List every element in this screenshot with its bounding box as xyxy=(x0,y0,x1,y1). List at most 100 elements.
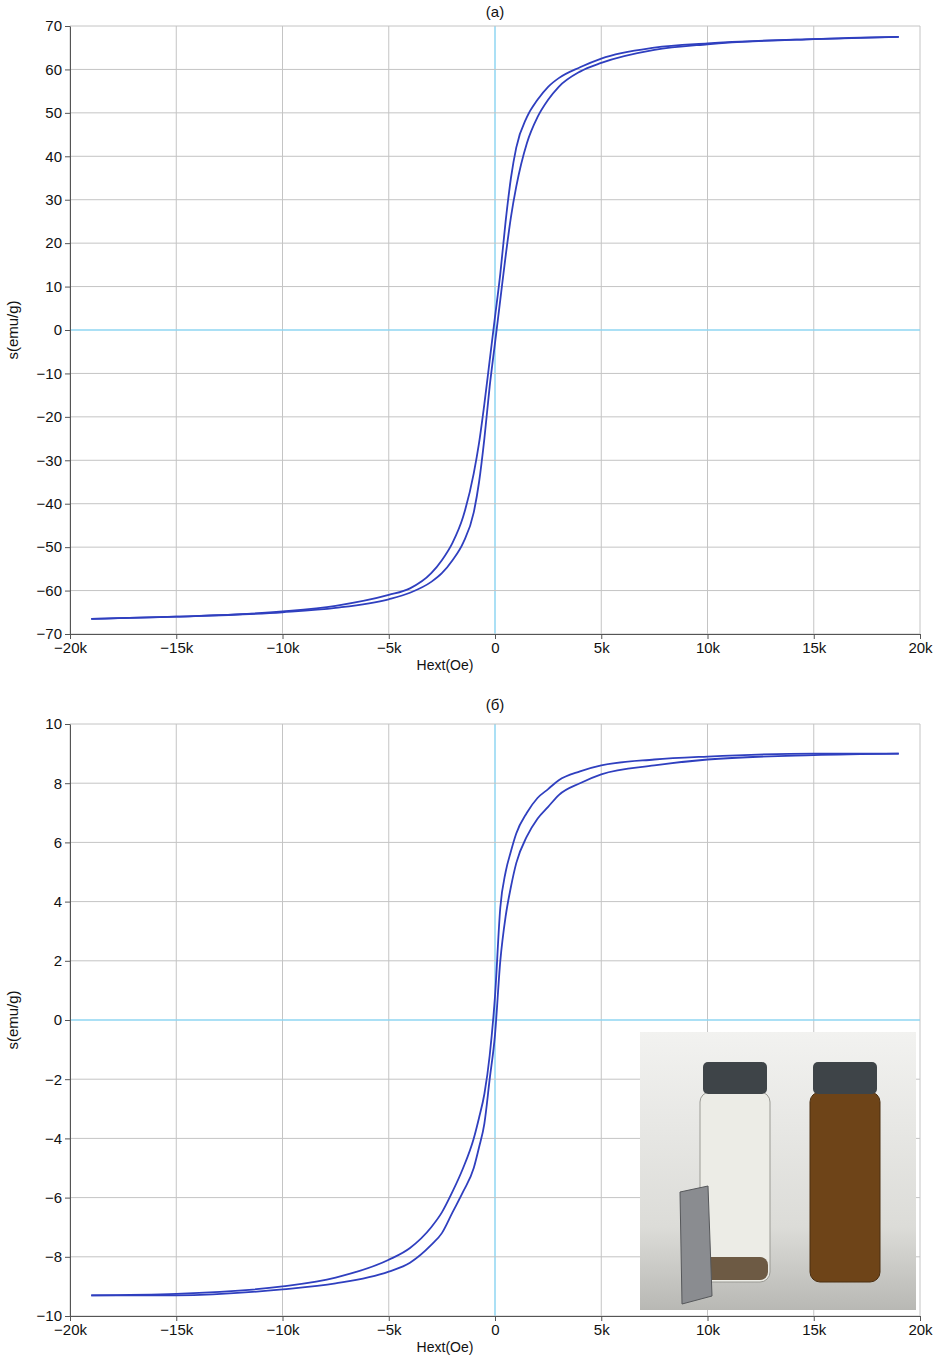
y-tick-label: 0 xyxy=(54,1011,62,1028)
y-tick: 6 xyxy=(54,834,70,851)
y-tick: 30 xyxy=(45,191,70,208)
x-tick: 5k xyxy=(594,634,610,656)
x-tick: 0 xyxy=(491,634,499,656)
y-tick-mark xyxy=(65,842,70,843)
y-tick-label: −10 xyxy=(37,365,62,382)
y-tick: 2 xyxy=(54,952,70,969)
y-tick-label: −2 xyxy=(45,1071,62,1088)
y-tick: −10 xyxy=(37,365,70,382)
y-axis-title: s(emu/g) xyxy=(4,990,21,1049)
x-tick-label: 5k xyxy=(594,639,610,656)
x-tick: −10k xyxy=(267,634,300,656)
grid-line-y xyxy=(70,842,920,843)
y-tick-mark xyxy=(65,1138,70,1139)
grid-line-y xyxy=(70,724,920,725)
y-tick-label: 30 xyxy=(45,191,62,208)
loop-branch xyxy=(91,754,899,1296)
grid xyxy=(70,26,920,634)
x-tick-label: −5k xyxy=(377,1321,402,1338)
y-tick-mark xyxy=(65,504,70,505)
sediment xyxy=(702,1257,768,1280)
y-tick-mark xyxy=(65,460,70,461)
x-tick: 5k xyxy=(594,1316,610,1338)
x-tick: −5k xyxy=(377,1316,402,1338)
figure: −20k−15k−10k−5k05k10k15k20k−70−60−50−40−… xyxy=(0,0,947,1363)
y-tick: 60 xyxy=(45,61,70,78)
y-tick: −40 xyxy=(37,495,70,512)
x-tick-label: 0 xyxy=(491,639,499,656)
x-tick-label: 10k xyxy=(696,1321,721,1338)
x-tick-label: −15k xyxy=(160,1321,193,1338)
y-tick: 10 xyxy=(45,278,70,295)
grid-line-y xyxy=(70,960,920,961)
y-axis: −10 −8 −6 −4 −2 0 2 4 6 8 10 xyxy=(37,715,71,1324)
y-tick-mark xyxy=(65,902,70,903)
y-tick-mark xyxy=(65,783,70,784)
y-tick-label: −20 xyxy=(37,408,62,425)
x-tick-label: 10k xyxy=(696,639,721,656)
x-tick-label: 20k xyxy=(908,1321,933,1338)
y-tick-mark xyxy=(65,243,70,244)
x-tick-label: 5k xyxy=(594,1321,610,1338)
y-tick-label: 60 xyxy=(45,61,62,78)
y-tick: −50 xyxy=(37,538,70,555)
plot-area xyxy=(91,37,899,619)
y-tick-mark xyxy=(65,1198,70,1199)
y-tick-label: 40 xyxy=(45,148,62,165)
y-tick-label: 2 xyxy=(54,952,62,969)
y-tick: 8 xyxy=(54,775,70,792)
x-tick: −5k xyxy=(377,634,402,656)
y-tick: −20 xyxy=(37,408,70,425)
y-tick: −60 xyxy=(37,582,70,599)
chart: −20k−15k−10k−5k05k10k15k20k−10−8−6−4−202… xyxy=(4,696,933,1355)
x-axis: −20k−15k−10k−5k05k10k15k20k xyxy=(54,634,933,656)
y-tick: 4 xyxy=(54,893,70,910)
x-tick-label: −10k xyxy=(267,1321,300,1338)
x-tick: −15k xyxy=(160,1316,193,1338)
y-axis: −70−60−50−40−30−20−10010203040506070 xyxy=(37,17,71,642)
grid-line-y xyxy=(70,547,920,548)
x-tick: 10k xyxy=(696,1316,721,1338)
x-tick-label: 15k xyxy=(802,1321,827,1338)
y-tick-label: 0 xyxy=(54,321,62,338)
grid-line-y xyxy=(70,156,920,157)
y-axis-title: s(emu/g) xyxy=(4,300,21,359)
x-tick-label: 15k xyxy=(802,639,827,656)
y-tick: −10 xyxy=(37,1307,70,1324)
grid-line-y xyxy=(70,286,920,287)
cap xyxy=(813,1062,877,1094)
y-tick: −2 xyxy=(45,1071,70,1088)
y-axis-line xyxy=(70,27,71,635)
y-tick-mark xyxy=(65,26,70,27)
y-tick-label: 10 xyxy=(45,715,62,732)
y-tick: −30 xyxy=(37,452,70,469)
x-tick-label: 0 xyxy=(491,1321,499,1338)
y-tick-mark xyxy=(65,113,70,114)
grid-line-y xyxy=(70,416,920,417)
y-tick-mark xyxy=(65,373,70,374)
y-tick: −6 xyxy=(45,1189,70,1206)
photo-background xyxy=(640,1032,916,1310)
x-tick: 15k xyxy=(802,1316,827,1338)
y-tick-mark xyxy=(65,1079,70,1080)
x-tick: −10k xyxy=(267,1316,300,1338)
y-tick-label: 20 xyxy=(45,234,62,251)
y-tick-mark xyxy=(65,1020,70,1021)
grid-line-y xyxy=(70,112,920,113)
y-tick-mark xyxy=(65,1316,70,1317)
y-tick: 70 xyxy=(45,17,70,34)
y-tick: −8 xyxy=(45,1248,70,1265)
grid-line-y xyxy=(70,460,920,461)
chart: −20k−15k−10k−5k05k10k15k20k−70−60−50−40−… xyxy=(4,3,933,673)
x-tick: 0 xyxy=(491,1316,499,1338)
y-tick: 20 xyxy=(45,234,70,251)
y-tick-mark xyxy=(65,287,70,288)
grid xyxy=(70,724,920,1316)
y-tick-label: −4 xyxy=(45,1130,62,1147)
loop-branch xyxy=(91,37,899,619)
x-tick: 20k xyxy=(908,1316,933,1338)
plot-area xyxy=(91,754,899,1296)
grid-line-y xyxy=(70,199,920,200)
y-tick-mark xyxy=(65,417,70,418)
panel-title: (a) xyxy=(486,3,504,20)
